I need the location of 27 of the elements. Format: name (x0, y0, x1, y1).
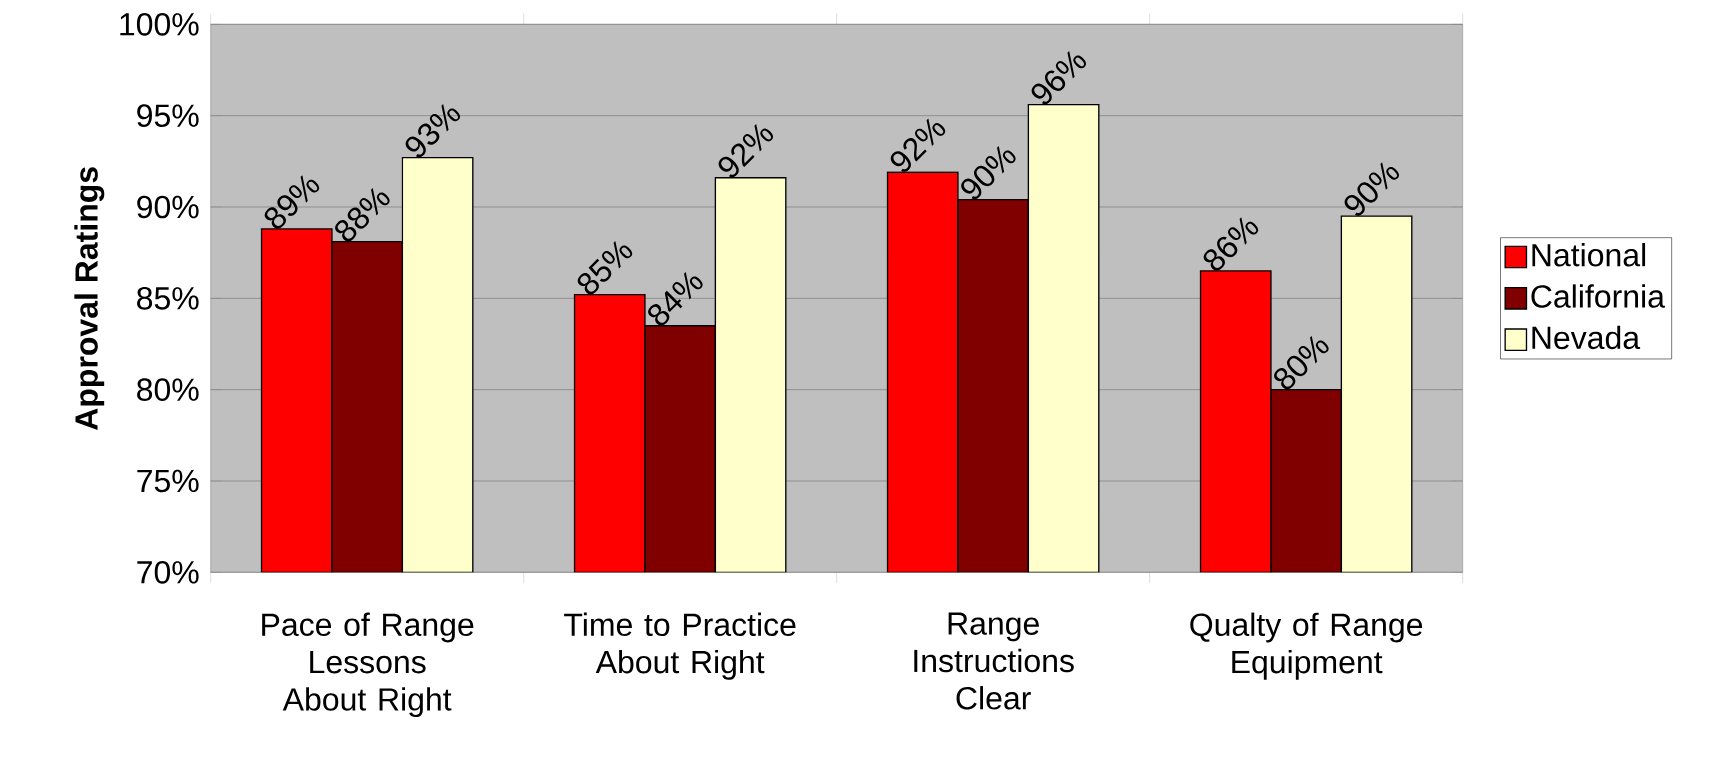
y-tick-label: 90% (137, 195, 199, 219)
data-label: 90% (961, 145, 1016, 200)
legend-label: National (1532, 243, 1646, 267)
legend-label: California (1531, 284, 1665, 308)
data-label: 80% (1274, 335, 1329, 390)
x-tick-label: Time to Practice About Right (564, 612, 796, 680)
data-label: 84% (648, 271, 703, 326)
data-label: 96% (1031, 50, 1087, 105)
data-label: 86% (1203, 217, 1259, 271)
y-tick-label: 80% (137, 378, 199, 401)
data-label: 92% (890, 118, 946, 172)
data-label: 92% (718, 124, 774, 178)
y-tick-label: 95% (137, 104, 199, 127)
data-label: 93% (405, 103, 461, 158)
x-tick-label: Qualty of Range Equipment (1190, 612, 1423, 680)
x-tick-label: Range Instructions Clear (914, 612, 1074, 710)
data-label: 90% (1344, 162, 1400, 216)
y-tick-label: 70% (137, 561, 199, 584)
y-axis-title: Approval Ratings (74, 167, 105, 430)
y-tick-label: 85% (137, 287, 199, 310)
data-label: 89% (264, 175, 320, 229)
data-label: 88% (335, 187, 390, 242)
y-tick-label: 100% (120, 13, 199, 36)
legend-label: Nevada (1532, 325, 1641, 350)
data-label: 85% (577, 240, 633, 295)
x-tick-label: Pace of Range Lessons About Right (262, 612, 474, 718)
y-tick-label: 75% (137, 469, 199, 493)
